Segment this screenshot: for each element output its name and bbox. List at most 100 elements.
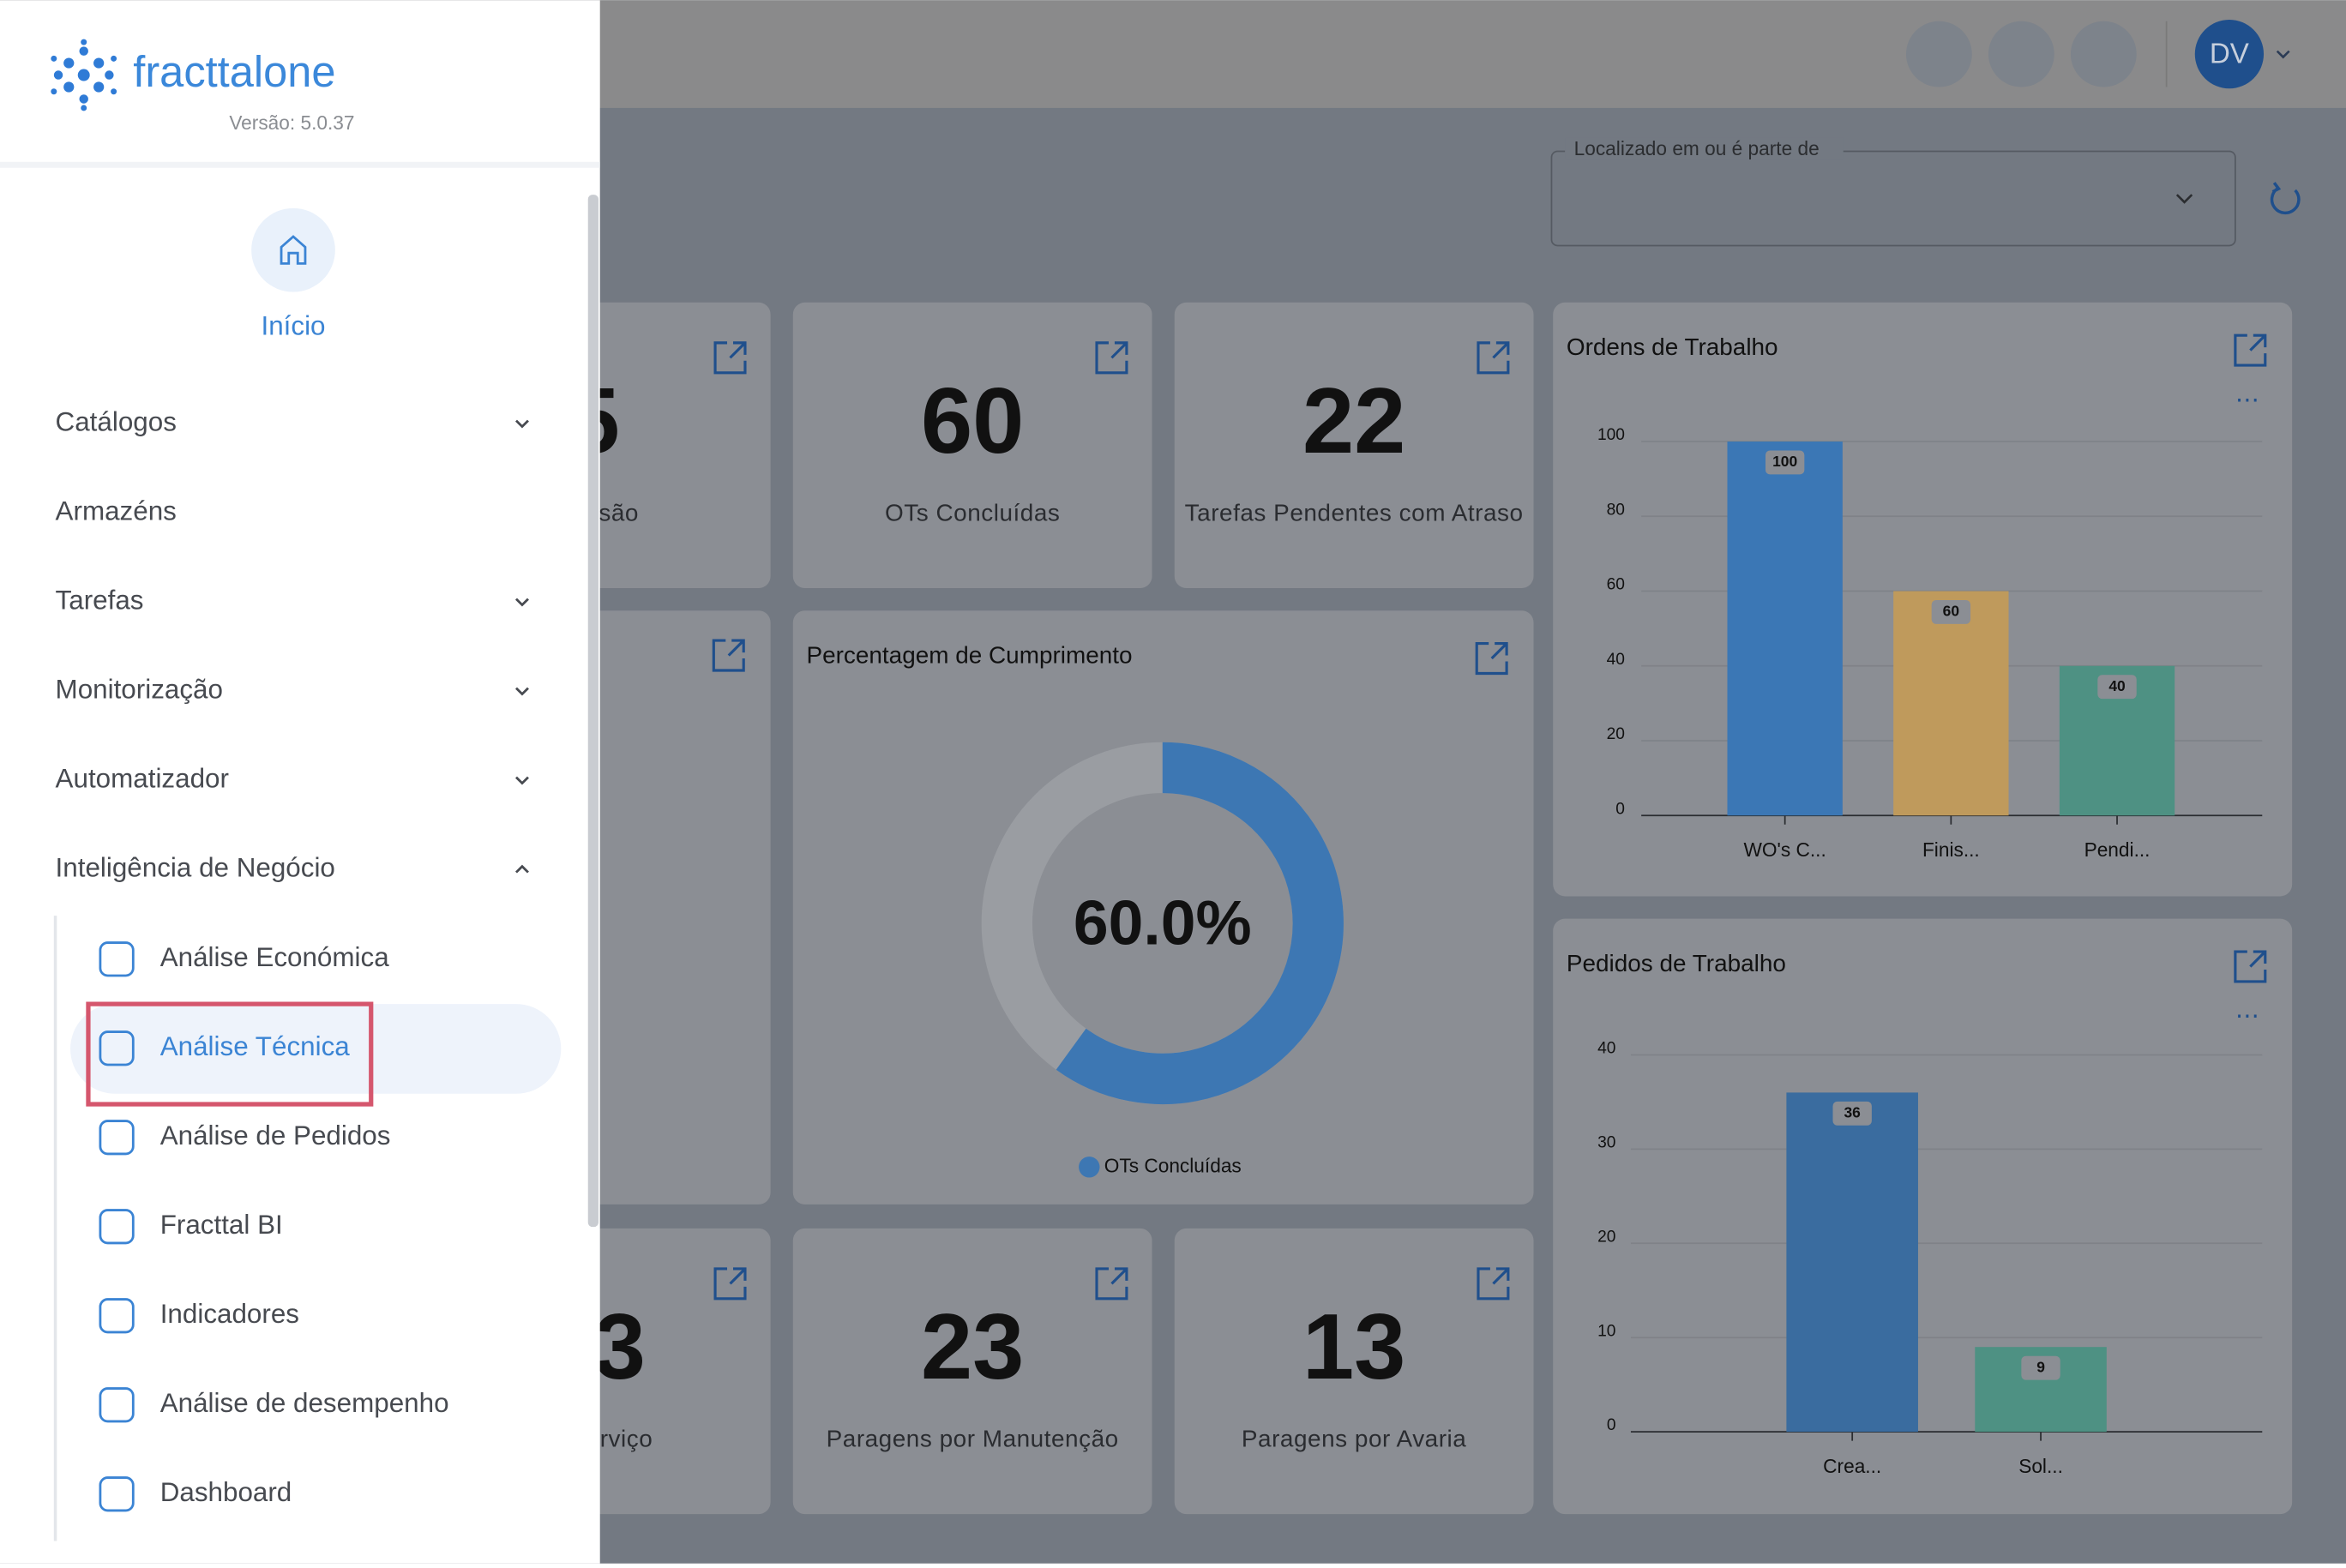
menu-dots[interactable]: ⋯ xyxy=(2235,1002,2259,1029)
submenu-item[interactable]: Dashboard xyxy=(160,1477,292,1507)
submenu-item[interactable]: Análise Técnica xyxy=(160,1031,351,1061)
submenu-icon xyxy=(99,1209,135,1245)
menu-item[interactable]: Armazéns xyxy=(56,496,177,526)
open-icon[interactable] xyxy=(1477,341,1510,375)
sidebar-shadow xyxy=(0,161,600,168)
chevron xyxy=(515,687,529,696)
kpi-value: 13 xyxy=(1302,1295,1405,1398)
rocket-icon[interactable] xyxy=(1988,21,2054,87)
avatar[interactable] xyxy=(2194,19,2265,89)
kpi-label: Paragens por Avaria xyxy=(1241,1427,1467,1453)
data-label: 60 xyxy=(1943,603,1959,620)
menu-item[interactable]: Automatizador xyxy=(56,763,229,793)
open-icon[interactable] xyxy=(1095,1267,1128,1301)
kpi-label-box: OTs Concluídas xyxy=(884,501,1061,527)
open-icon[interactable] xyxy=(713,1267,747,1301)
kpi-card xyxy=(792,1228,1152,1515)
menu-item[interactable]: Monitorização xyxy=(56,674,223,704)
sidebar: fracttalone Versão: 5.0.37 Início Catálo… xyxy=(0,0,600,1564)
chevron xyxy=(515,419,529,429)
data-label-bg xyxy=(2097,675,2137,700)
submenu-item[interactable]: Fracttal BI xyxy=(160,1210,283,1240)
submenu-icon xyxy=(99,1387,135,1423)
donut-segment xyxy=(1056,742,1344,1105)
menu-item[interactable]: Tarefas xyxy=(56,585,144,615)
submenu-item[interactable]: Análise Económica xyxy=(160,942,390,972)
kpi-label: OTs Concluídas xyxy=(884,501,1061,527)
filter-label-bg xyxy=(1565,137,1844,159)
legend-dot xyxy=(1079,1156,1100,1178)
kpi-card xyxy=(1174,1228,1534,1515)
y-tick-label: 0 xyxy=(1607,1416,1616,1434)
y-tick-label: 40 xyxy=(1597,1040,1615,1058)
submenu-icon xyxy=(99,1030,135,1066)
kpi-card xyxy=(792,302,1152,589)
submenu-icon xyxy=(99,1120,135,1156)
open-icon[interactable] xyxy=(2234,333,2267,367)
menu-dots[interactable]: ⋯ xyxy=(2235,386,2259,412)
open-icon[interactable] xyxy=(1475,642,1508,676)
submenu-item[interactable]: Análise de Pedidos xyxy=(160,1120,391,1150)
menu-item[interactable]: Catálogos xyxy=(56,406,177,436)
scrollbar xyxy=(587,195,599,1228)
x-tick-label: Finis... xyxy=(1922,838,1980,861)
data-label-bg xyxy=(2021,1355,2060,1380)
data-label-bg xyxy=(1765,450,1805,475)
highlight-box xyxy=(86,1001,374,1107)
home-button[interactable] xyxy=(251,207,335,292)
data-label: 40 xyxy=(2108,677,2125,694)
version: Versão: 5.0.37 xyxy=(229,111,354,134)
kpi-card xyxy=(1174,302,1534,589)
chat-icon[interactable] xyxy=(1906,21,1972,87)
kpi-label-box: Tarefas Pendentes com Atraso xyxy=(1185,502,1523,527)
y-tick-label: 30 xyxy=(1597,1133,1615,1151)
donut-value: 60.0% xyxy=(1074,887,1252,958)
kpi-value: 60 xyxy=(921,369,1024,472)
book-icon[interactable] xyxy=(2070,21,2137,87)
avatar-text: DV xyxy=(2210,39,2249,70)
submenu-icon xyxy=(99,941,135,977)
kpi-label-box: Paragens por Manutenção xyxy=(826,1427,1119,1453)
submenu-icon xyxy=(99,1476,135,1512)
chart-title: Pedidos de Trabalho xyxy=(1567,950,1786,976)
refresh-icon[interactable] xyxy=(2270,182,2301,215)
x-tick-label: Pendi... xyxy=(2084,838,2150,861)
open-icon[interactable] xyxy=(712,639,745,672)
open-icon[interactable] xyxy=(713,341,747,375)
filter-box[interactable] xyxy=(1550,150,2236,247)
kpi-value: 23 xyxy=(921,1295,1024,1398)
legend-label: OTs Concluídas xyxy=(1104,1154,1242,1176)
kpi-label: Paragens por Manutenção xyxy=(826,1427,1119,1453)
data-label: 36 xyxy=(1844,1103,1861,1120)
data-label: 9 xyxy=(2036,1358,2045,1375)
submenu-item[interactable]: Análise de desempenho xyxy=(160,1388,449,1418)
data-label-bg xyxy=(1931,599,1971,624)
chart-title: Ordens de Trabalho xyxy=(1567,333,1778,360)
home-icon xyxy=(280,235,307,265)
submenu-item[interactable]: Indicadores xyxy=(160,1299,299,1329)
selected-bg xyxy=(70,1004,562,1094)
y-tick-label: 40 xyxy=(1607,651,1625,669)
filter-label: Localizado em ou é parte de xyxy=(1574,137,1820,159)
y-tick-label: 20 xyxy=(1607,725,1625,743)
chevron xyxy=(515,864,529,874)
chart-card xyxy=(792,610,1534,1205)
submenu-icon xyxy=(99,1298,135,1334)
data-label-bg xyxy=(1832,1101,1872,1126)
kpi-value: 22 xyxy=(1302,369,1405,472)
x-tick-label: WO's C... xyxy=(1744,838,1826,861)
bar xyxy=(1727,442,1843,816)
chart-title: Percentagem de Cumprimento xyxy=(807,642,1133,669)
menu-item[interactable]: Inteligência de Negócio xyxy=(56,852,335,882)
y-tick-label: 100 xyxy=(1597,426,1625,444)
chevron xyxy=(515,776,529,785)
open-icon[interactable] xyxy=(1477,1267,1510,1301)
open-icon[interactable] xyxy=(1095,341,1128,375)
home-label[interactable]: Início xyxy=(261,311,325,341)
open-icon[interactable] xyxy=(2234,950,2267,983)
brand: fracttalone xyxy=(133,47,335,96)
y-tick-label: 20 xyxy=(1597,1228,1615,1246)
bar xyxy=(1893,591,2009,816)
